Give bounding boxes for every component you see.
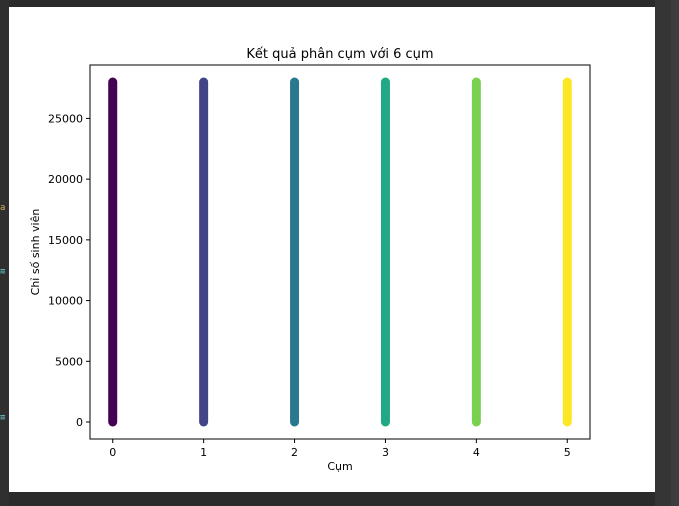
left-edge-glyph-3: ≡ <box>0 413 6 423</box>
y-axis: 0 5000 10000 15000 20000 25000 <box>48 112 90 429</box>
scatter-chart: Kết quả phân cụm với 6 cụm 0 1 2 3 4 5 0 5000 1… <box>29 47 591 473</box>
x-tick-label: 3 <box>382 446 389 459</box>
left-edge-glyph-1: a <box>0 203 6 213</box>
left-edge-glyph-2: ≡ <box>0 267 6 277</box>
y-tick-label: 15000 <box>48 234 83 247</box>
x-axis-label: Cụm <box>327 460 352 473</box>
y-tick-label: 5000 <box>55 355 83 368</box>
left-window-edge <box>0 0 9 506</box>
x-tick-label: 4 <box>473 446 480 459</box>
right-scrollbar-track[interactable] <box>671 0 679 506</box>
y-tick-label: 10000 <box>48 295 83 308</box>
y-tick-label: 0 <box>76 416 83 429</box>
x-tick-label: 5 <box>564 446 571 459</box>
x-tick-label: 2 <box>291 446 298 459</box>
x-tick-label: 0 <box>109 446 116 459</box>
plot-frame <box>89 64 591 440</box>
x-tick-label: 1 <box>200 446 207 459</box>
y-axis-label: Chỉ số sinh viên <box>29 209 42 296</box>
chart-title: Kết quả phân cụm với 6 cụm <box>246 47 433 62</box>
figure-canvas: Kết quả phân cụm với 6 cụm 0 1 2 3 4 5 0 5000 1… <box>9 7 655 492</box>
points-layer <box>108 77 572 427</box>
y-tick-label: 25000 <box>48 112 83 125</box>
y-tick-label: 20000 <box>48 173 83 186</box>
x-axis: 0 1 2 3 4 5 <box>109 439 571 459</box>
